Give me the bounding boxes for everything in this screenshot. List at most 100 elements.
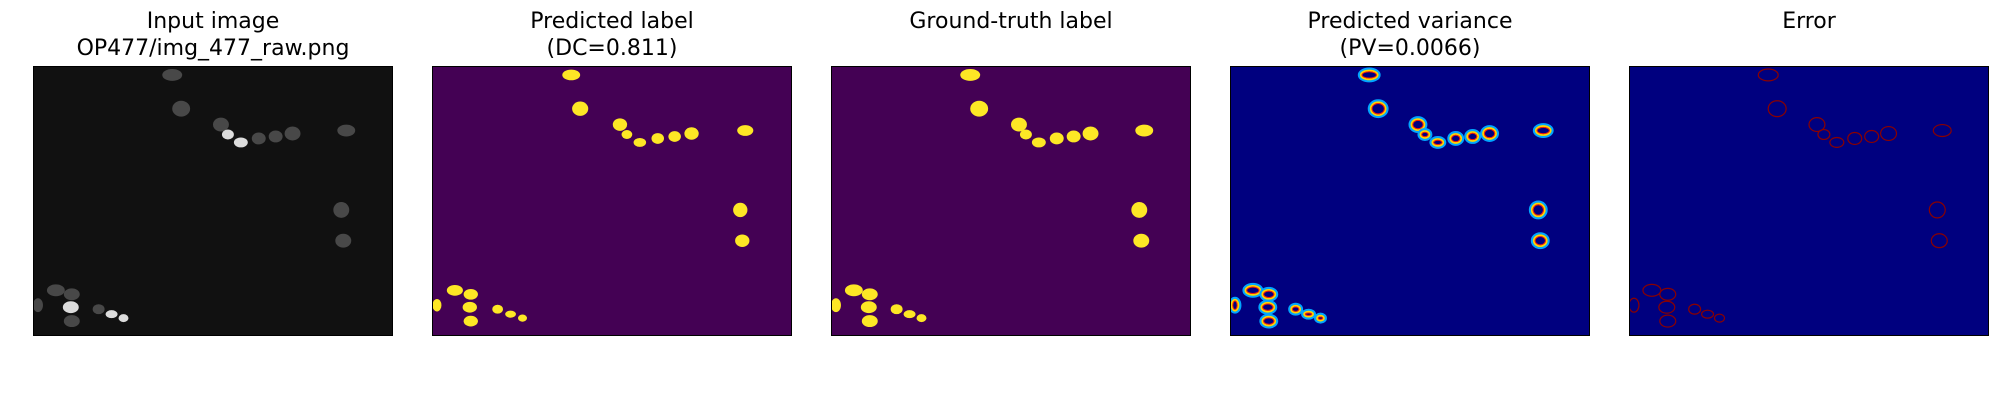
variance-ring — [1357, 67, 1381, 83]
variance-ring — [1291, 306, 1300, 312]
error-outline — [1928, 201, 1946, 219]
cell-segment — [621, 130, 633, 139]
variance-ring — [1419, 130, 1431, 139]
error-outline — [1932, 123, 1952, 138]
error-outline — [1701, 309, 1715, 319]
panel-title-line1: Input image — [146, 9, 280, 34]
cell-segment — [505, 310, 516, 318]
predicted-label-canvas — [433, 67, 791, 335]
variance-ring — [1367, 99, 1389, 119]
cell-segment — [1082, 126, 1099, 141]
variance-ring — [1467, 132, 1478, 141]
variance-ring — [1301, 308, 1317, 320]
variance-ring — [1304, 312, 1313, 316]
variance-ring — [1429, 135, 1447, 149]
variance-ring — [1288, 302, 1304, 316]
error-outline — [1630, 297, 1640, 313]
cell-segment — [1031, 137, 1046, 148]
cell-segment — [1133, 233, 1150, 248]
variance-ring — [1528, 200, 1548, 220]
cell-segment — [861, 288, 878, 301]
variance-ring — [1314, 312, 1327, 324]
input-image-canvas — [34, 67, 392, 335]
image-background — [34, 67, 392, 335]
variance-ring — [1417, 128, 1433, 141]
cell-segment — [463, 288, 478, 300]
variance-ring — [1532, 234, 1548, 248]
cell-nucleus — [63, 315, 80, 328]
error-outline — [1817, 128, 1831, 141]
variance-ring — [1408, 116, 1428, 134]
error-outline — [1659, 287, 1677, 301]
error-outline — [1659, 314, 1677, 328]
panel-title: Ground-truth label — [831, 8, 1191, 35]
predicted-variance-canvas — [1231, 67, 1589, 335]
error-image — [1629, 66, 1989, 336]
cell-nucleus — [34, 298, 43, 313]
cell-segment — [903, 310, 916, 319]
variance-ring — [1532, 204, 1544, 216]
cell-segment — [737, 125, 754, 136]
image-background — [832, 67, 1190, 335]
variance-ring — [1258, 299, 1278, 315]
error-outline — [1864, 129, 1880, 144]
panel-title-line1: Predicted variance — [1307, 9, 1513, 34]
variance-ring — [1410, 118, 1426, 131]
cell-nucleus — [63, 288, 80, 301]
cell-segment — [633, 137, 647, 147]
cell-segment — [562, 69, 581, 81]
cell-nucleus — [105, 310, 118, 319]
panel-ground-truth-label: Ground-truth label — [831, 0, 1191, 400]
variance-ring — [1433, 139, 1443, 146]
variance-ring — [1530, 232, 1550, 250]
variance-ring — [1530, 202, 1546, 218]
panel-error: Error — [1629, 0, 1989, 400]
panel-title-line2: (PV=0.0066) — [1339, 36, 1481, 61]
cell-nucleus — [172, 100, 191, 117]
variance-ring — [1261, 288, 1277, 300]
variance-ring — [1449, 133, 1463, 144]
image-background — [1231, 67, 1589, 335]
panel-title-line2: (DC=0.811) — [546, 36, 678, 61]
variance-ring — [1231, 298, 1240, 312]
cell-segment — [446, 284, 463, 296]
variance-ring — [1534, 236, 1546, 246]
cell-nucleus — [268, 130, 283, 143]
panel-title-line1: Ground-truth label — [909, 9, 1113, 34]
cell-segment — [518, 314, 527, 322]
panel-title: Input image OP477/img_477_raw.png — [33, 8, 393, 62]
variance-ring — [1421, 131, 1429, 138]
variance-ring — [1412, 119, 1424, 130]
error-outline — [1767, 100, 1787, 118]
cell-segment — [960, 68, 981, 81]
cell-nucleus — [335, 233, 352, 248]
cell-segment — [433, 298, 442, 312]
variance-ring — [1359, 69, 1379, 81]
cell-segment — [844, 284, 863, 297]
cell-segment — [735, 234, 750, 247]
image-background — [433, 67, 791, 335]
panel-title-line1: Predicted label — [530, 9, 694, 34]
cell-segment — [832, 298, 841, 313]
cell-segment — [733, 202, 748, 218]
variance-ring — [1316, 314, 1325, 322]
cell-segment — [890, 304, 903, 315]
variance-ring — [1244, 284, 1262, 296]
error-outline — [1847, 131, 1863, 146]
cell-segment — [1019, 129, 1032, 140]
cell-segment — [861, 315, 878, 328]
cell-segment — [1066, 130, 1081, 143]
variance-ring — [1317, 316, 1324, 320]
cell-segment — [1049, 132, 1064, 145]
variance-ring — [1431, 138, 1445, 147]
variance-ring — [1466, 131, 1480, 142]
error-outline — [1757, 68, 1779, 82]
cell-segment — [651, 133, 665, 144]
cell-segment — [1011, 117, 1027, 132]
cell-nucleus — [62, 301, 79, 314]
variance-ring — [1532, 123, 1554, 138]
cell-nucleus — [92, 304, 105, 315]
variance-ring — [1480, 125, 1500, 142]
variance-ring — [1369, 101, 1387, 117]
predicted-variance-image — [1230, 66, 1590, 336]
